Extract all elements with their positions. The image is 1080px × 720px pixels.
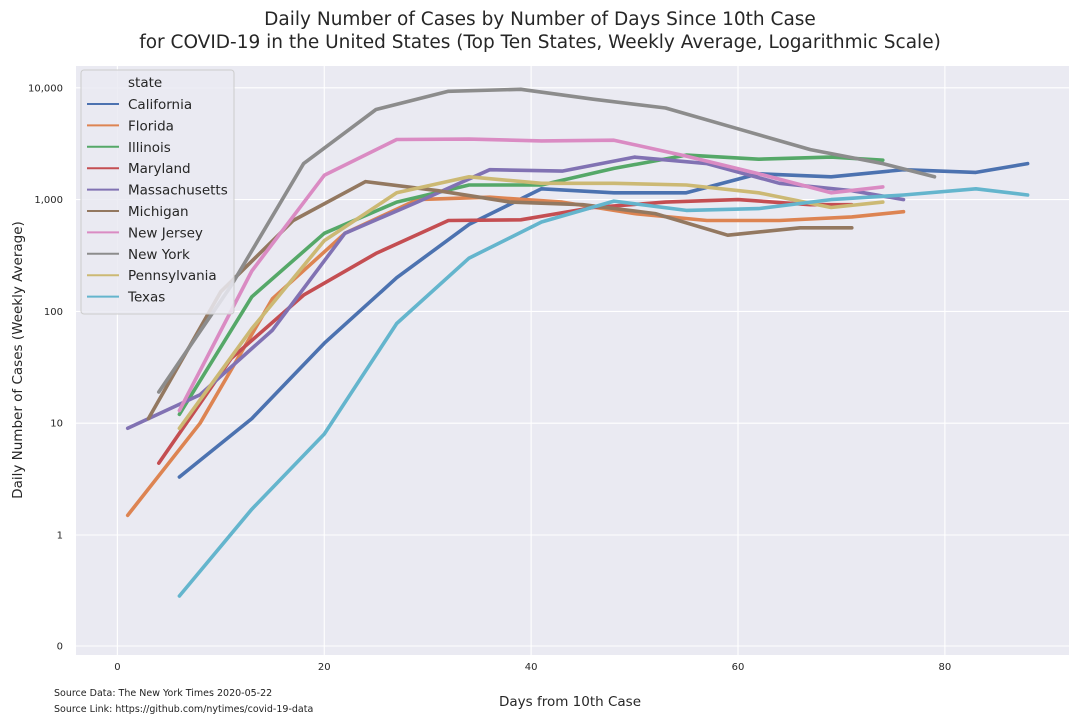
plot-area — [76, 66, 1069, 655]
legend-entry: New Jersey — [128, 225, 203, 241]
chart-title-line-1: Daily Number of Cases by Number of Days … — [264, 9, 816, 30]
y-tick-label: 100 — [44, 307, 63, 318]
legend-entry: Pennsylvania — [128, 268, 217, 284]
x-tick-label: 40 — [525, 662, 538, 673]
x-axis-label: Days from 10th Case — [499, 694, 641, 710]
y-tick-label: 10,000 — [28, 83, 63, 94]
legend-entry: New York — [128, 247, 190, 263]
series-line-pennsylvania — [177, 175, 885, 431]
y-tick-label: 1 — [57, 531, 63, 542]
x-tick-label: 60 — [732, 662, 745, 673]
y-tick-label: 1,000 — [34, 195, 63, 206]
legend-entry: Illinois — [128, 140, 171, 156]
legend: state California Florida Illinois Maryland Ma… — [80, 69, 235, 315]
legend-box — [80, 69, 235, 315]
y-tick-label: 0 — [57, 642, 63, 653]
y-axis-ticks: 0 1 10 100 1,000 10,000 — [28, 83, 63, 652]
legend-entry: Florida — [128, 118, 174, 134]
series-lines — [125, 87, 1030, 598]
legend-entry: Massachusetts — [128, 183, 228, 199]
series-line-new-jersey — [177, 137, 885, 413]
legend-entry: Michigan — [128, 204, 189, 220]
legend-entry: California — [128, 97, 192, 113]
x-tick-label: 20 — [318, 662, 331, 673]
y-axis-label: Daily Number of Cases (Weekly Average) — [10, 221, 26, 499]
series-line-texas — [177, 187, 1030, 598]
y-tick-label: 10 — [50, 419, 63, 430]
series-line-michigan — [146, 179, 854, 421]
legend-entry: Texas — [127, 290, 165, 306]
x-tick-label: 80 — [939, 662, 952, 673]
source-data-note: Source Data: The New York Times 2020-05-… — [54, 688, 273, 699]
legend-title: state — [128, 75, 162, 91]
legend-entry: Maryland — [128, 161, 191, 177]
series-line-maryland — [157, 197, 854, 465]
series-line-new-york — [157, 87, 937, 394]
source-link-note: Source Link: https://github.com/nytimes/… — [54, 704, 314, 715]
chart-title-line-2: for COVID-19 in the United States (Top T… — [139, 32, 941, 53]
x-tick-label: 0 — [114, 662, 120, 673]
x-axis-ticks: 0 20 40 60 80 — [114, 662, 951, 673]
series-line-massachusetts — [125, 155, 906, 431]
